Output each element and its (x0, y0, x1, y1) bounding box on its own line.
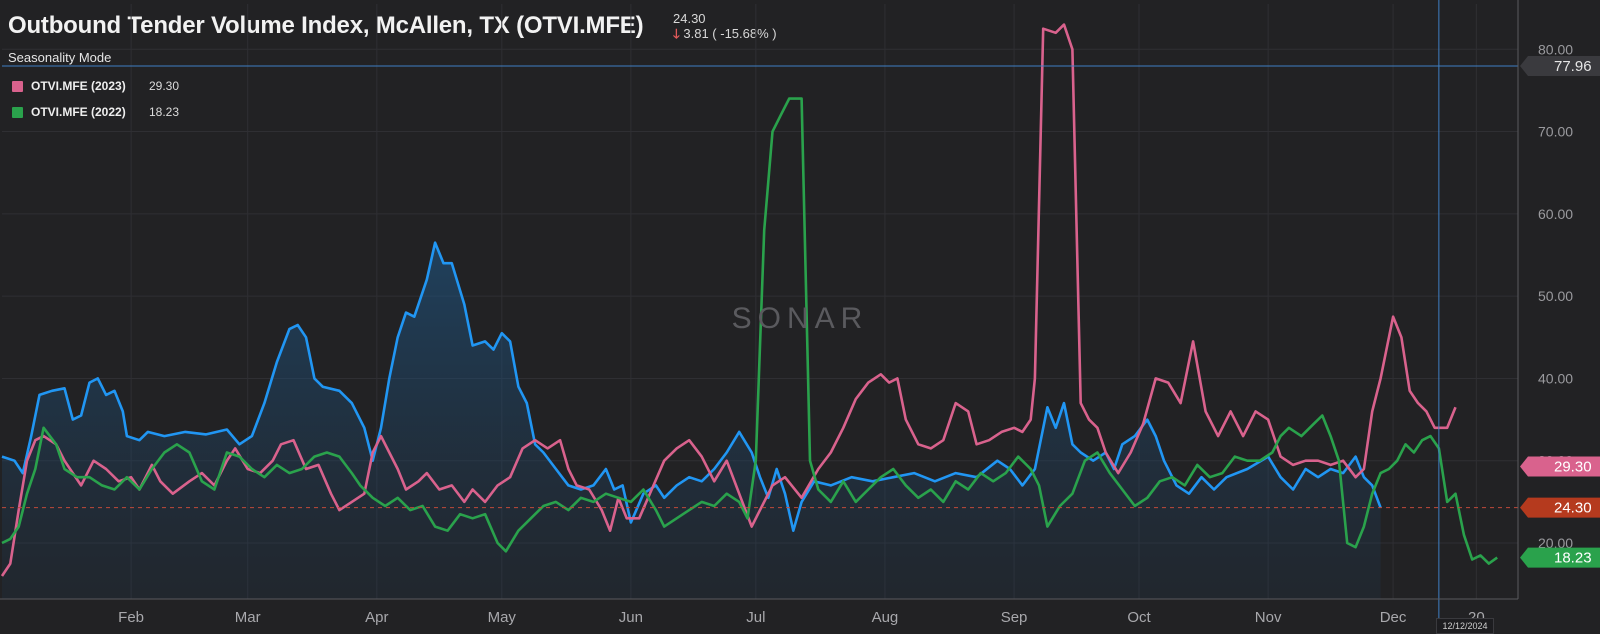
x-tick-label: Oct (1127, 609, 1151, 626)
x-tick-label: Sep (1001, 609, 1028, 626)
down-arrow-icon: 🡓 (673, 26, 680, 41)
legend-label-2022: OTVI.MFE (2022) (31, 105, 126, 119)
legend-item-2023[interactable]: OTVI.MFE (2023) 29.30 (12, 73, 179, 99)
x-tick-label: Nov (1255, 609, 1282, 626)
x-tick-label: Feb (118, 609, 144, 626)
series-line-0[interactable] (1, 241, 1382, 532)
last-label-2023: 29.30 (1520, 456, 1600, 477)
x-tick-label: Jul (746, 609, 765, 626)
x-tick-label: Mar (235, 609, 261, 626)
y-tick-label: 80.00 (1538, 41, 1573, 57)
last-value-block: 24.30 🡓 3.81 ( -15.68% ) (673, 11, 777, 41)
crosshair-date-label: 12/12/2024 (1436, 618, 1494, 634)
series-lines (0, 23, 1498, 577)
svg-text:77.96: 77.96 (1554, 58, 1592, 75)
y-tick-label: 50.00 (1538, 288, 1573, 304)
last-label-2022: 18.23 (1520, 547, 1600, 568)
y-tick-label: 40.00 (1538, 370, 1573, 386)
svg-text:18.23: 18.23 (1554, 550, 1592, 567)
change-readout: 🡓 3.81 ( -15.68% ) (673, 26, 777, 41)
y-tick-label: 60.00 (1538, 206, 1573, 222)
last-value: 24.30 (673, 11, 706, 26)
legend-swatch-2023 (12, 80, 23, 92)
last-label-2024: 24.30 (1520, 497, 1600, 518)
x-tick-label: Aug (872, 609, 899, 626)
x-tick-label: Dec (1380, 609, 1407, 626)
legend-value-2023: 29.30 (149, 79, 180, 93)
legend-label-2023: OTVI.MFE (2023) (31, 79, 126, 93)
watermark-text: SONAR (732, 302, 869, 335)
legend-swatch-2022 (12, 106, 23, 118)
series-fills (2, 242, 1381, 599)
series-line-1[interactable] (0, 23, 1457, 577)
series-line-2[interactable] (1, 97, 1498, 565)
overlay: SONAR (2, 0, 1518, 619)
legend-value-2022: 18.23 (149, 105, 180, 119)
svg-text:29.30: 29.30 (1554, 459, 1592, 476)
y-tick-label: 20.00 (1538, 535, 1573, 551)
legend-item-2022[interactable]: OTVI.MFE (2022) 18.23 (12, 99, 179, 125)
chart-title: Outbound Tender Volume Index, McAllen, T… (8, 12, 644, 39)
series-area-0 (2, 242, 1381, 599)
y-tick-label: 70.00 (1538, 124, 1573, 140)
legend: OTVI.MFE (2023) 29.30 OTVI.MFE (2022) 18… (12, 73, 179, 125)
x-tick-label: Apr (365, 609, 388, 626)
x-tick-label: Jun (619, 609, 643, 626)
seasonality-mode-label: Seasonality Mode (8, 50, 112, 65)
crosshair-value-label: 77.96 (1520, 56, 1600, 77)
svg-text:24.30: 24.30 (1554, 500, 1592, 517)
x-tick-label: May (488, 609, 517, 626)
change-value: 3.81 ( -15.68% ) (683, 26, 777, 41)
